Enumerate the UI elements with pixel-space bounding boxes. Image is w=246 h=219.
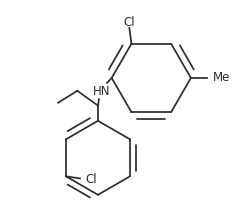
Text: Cl: Cl — [86, 173, 97, 186]
Text: Me: Me — [213, 71, 231, 85]
Text: HN: HN — [93, 85, 110, 98]
Text: Cl: Cl — [123, 16, 135, 29]
